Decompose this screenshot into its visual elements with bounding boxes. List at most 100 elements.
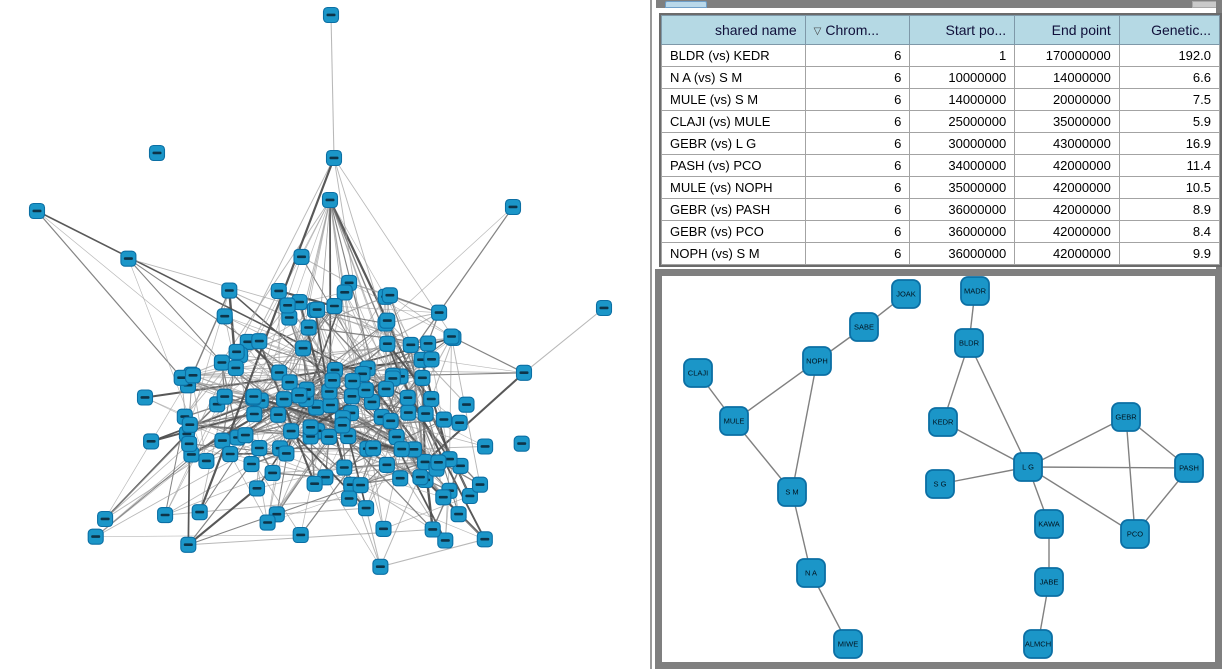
graph-edge[interactable] [36,210,183,379]
graph-edge-LG-PCO[interactable] [1027,466,1136,535]
graph-edge[interactable] [258,340,316,485]
cell-value[interactable]: 34000000 [909,154,1016,177]
cell-shared-name[interactable]: GEBR (vs) L G [661,132,806,155]
graph-edge[interactable] [104,443,190,520]
graph-node[interactable] [400,404,417,421]
graph-node[interactable] [378,380,395,398]
graph-node[interactable] [379,335,396,352]
graph-node[interactable] [227,359,244,377]
graph-edge[interactable] [523,307,605,374]
graph-node[interactable] [450,506,467,523]
graph-edge-NOPH-SM[interactable] [791,360,818,493]
graph-node[interactable] [322,397,339,414]
graph-node-sabe[interactable]: SABE [849,312,879,342]
cell-value[interactable]: 16.9 [1118,132,1221,155]
cell-value[interactable]: 192.0 [1118,44,1221,67]
graph-node[interactable] [270,406,287,423]
table-row[interactable]: NOPH (vs) S M 6 36000000 42000000 9.9 [661,242,1221,265]
cell-value[interactable]: 6 [804,220,911,243]
cell-value[interactable]: 5.9 [1118,110,1221,133]
graph-node[interactable] [357,382,374,399]
cell-value[interactable]: 170000000 [1014,44,1120,67]
graph-node-miwe[interactable]: MIWE [833,629,863,659]
cell-value[interactable]: 42000000 [1014,242,1120,265]
graph-edge[interactable] [344,413,426,468]
graph-node-joak[interactable]: JOAK [891,279,921,309]
graph-node-pco[interactable]: PCO [1120,519,1150,549]
table-row[interactable]: BLDR (vs) KEDR 6 1 170000000 192.0 [661,44,1221,67]
cell-value[interactable]: 36000000 [909,242,1016,265]
graph-edge[interactable] [191,347,304,376]
graph-node[interactable] [221,282,238,299]
graph-node[interactable] [246,406,263,423]
graph-edge[interactable] [325,477,381,567]
graph-node[interactable] [248,480,266,497]
cell-value[interactable]: 6 [804,242,911,265]
cell-value[interactable]: 8.4 [1118,220,1221,243]
graph-node[interactable] [245,388,262,405]
graph-edge[interactable] [198,157,336,513]
graph-edge[interactable] [431,359,525,374]
graph-node[interactable] [143,433,160,450]
graph-edge[interactable] [188,528,433,546]
graph-node[interactable] [476,531,493,548]
graph-node[interactable] [375,520,392,537]
table-row[interactable]: MULE (vs) NOPH 6 35000000 42000000 10.5 [661,176,1221,199]
graph-node[interactable] [365,440,382,457]
graph-node-madr[interactable]: MADR [960,276,990,306]
graph-node[interactable] [423,391,440,408]
graph-node[interactable] [435,411,452,428]
graph-edge[interactable] [36,210,409,399]
graph-node[interactable] [430,454,447,471]
graph-edge[interactable] [330,14,335,159]
graph-edge[interactable] [301,199,331,258]
graph-node[interactable] [399,389,416,406]
graph-node[interactable] [237,427,254,444]
graph-node[interactable] [148,144,166,162]
graph-node[interactable] [300,319,317,336]
table-tab-fragment[interactable] [665,1,707,8]
cell-shared-name[interactable]: GEBR (vs) PCO [661,220,806,243]
graph-node[interactable] [477,438,494,455]
graph-node[interactable] [181,435,198,452]
cell-value[interactable]: 42000000 [1014,198,1120,221]
graph-node[interactable] [181,416,198,433]
cell-value[interactable]: 6 [804,110,911,133]
graph-node[interactable] [283,423,300,440]
graph-node[interactable] [417,405,434,422]
cell-shared-name[interactable]: BLDR (vs) KEDR [661,44,806,67]
graph-node[interactable] [191,504,208,521]
column-header-end-point[interactable]: End point [1014,15,1120,45]
graph-node[interactable] [381,287,398,304]
graph-node-claji[interactable]: CLAJI [683,358,713,388]
table-row[interactable]: CLAJI (vs) MULE 6 25000000 35000000 5.9 [661,110,1221,133]
graph-node[interactable] [216,388,233,405]
cell-value[interactable]: 1 [909,44,1016,67]
graph-node[interactable] [595,299,613,317]
graph-node[interactable] [325,149,343,167]
graph-edge[interactable] [272,461,439,474]
graph-node-gebr[interactable]: GEBR [1111,402,1141,432]
graph-edge-LG-PASH[interactable] [1027,466,1190,469]
graph-edge[interactable] [380,538,485,568]
cell-shared-name[interactable]: CLAJI (vs) MULE [661,110,806,133]
graph-edge-GEBR-PCO[interactable] [1125,416,1136,535]
detail-network-viewport[interactable]: JOAK SABE NOPH CLAJI MULE S M N A MIWE MADR BLDR K… [662,276,1215,662]
graph-edge[interactable] [229,290,290,319]
cell-value[interactable]: 43000000 [1014,132,1120,155]
graph-edge[interactable] [431,359,450,460]
graph-node[interactable] [420,335,437,352]
scrollbar-fragment[interactable] [1192,1,1218,8]
graph-node-kawa[interactable]: KAWA [1034,509,1064,539]
sort-filter-icon[interactable]: ▽ [813,26,822,37]
graph-edge[interactable] [430,337,454,400]
graph-node[interactable] [320,428,338,445]
column-header-start-po[interactable]: Start po... [909,15,1016,45]
graph-node-bldr[interactable]: BLDR [954,328,984,358]
graph-node[interactable] [471,476,489,493]
graph-node[interactable] [243,456,260,473]
table-row[interactable]: GEBR (vs) PCO 6 36000000 42000000 8.4 [661,220,1221,243]
graph-edge[interactable] [187,463,252,546]
cell-value[interactable]: 42000000 [1014,176,1120,199]
cell-shared-name[interactable]: GEBR (vs) PASH [661,198,806,221]
